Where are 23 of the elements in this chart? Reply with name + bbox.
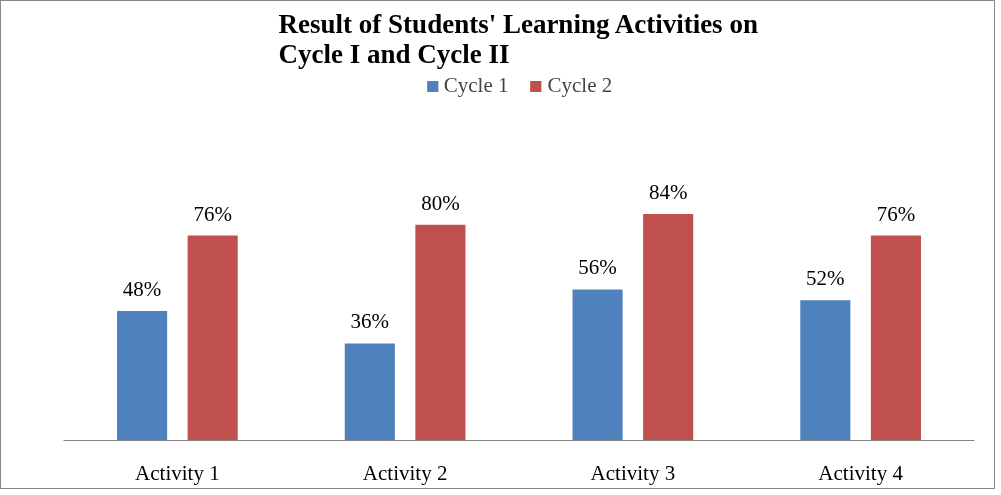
x-tick-label: Activity 2 (362, 460, 448, 485)
x-tick-label: Activity 4 (818, 460, 904, 485)
legend-label: Cycle 1 (443, 73, 509, 98)
data-label: 56% (578, 255, 617, 280)
x-tick-label: Activity 3 (590, 460, 676, 485)
legend-label: Cycle 2 (547, 73, 613, 98)
data-label: 76% (193, 201, 232, 226)
bar (643, 213, 694, 441)
chart-title: Result of Students' Learning Activities on Cycle I and Cycle II (278, 8, 758, 69)
bar (415, 224, 466, 441)
data-label: 52% (806, 266, 845, 291)
data-label: 76% (876, 201, 916, 226)
bar (344, 343, 395, 441)
bar (187, 235, 238, 441)
x-tick-label: Activity 1 (135, 460, 220, 485)
bar (572, 289, 623, 441)
data-label: 84% (648, 179, 688, 204)
data-label: 36% (350, 309, 390, 334)
bar (117, 311, 168, 441)
bar (800, 300, 851, 441)
bar (870, 235, 921, 441)
data-label: 80% (421, 190, 460, 215)
data-label: 48% (122, 277, 162, 302)
